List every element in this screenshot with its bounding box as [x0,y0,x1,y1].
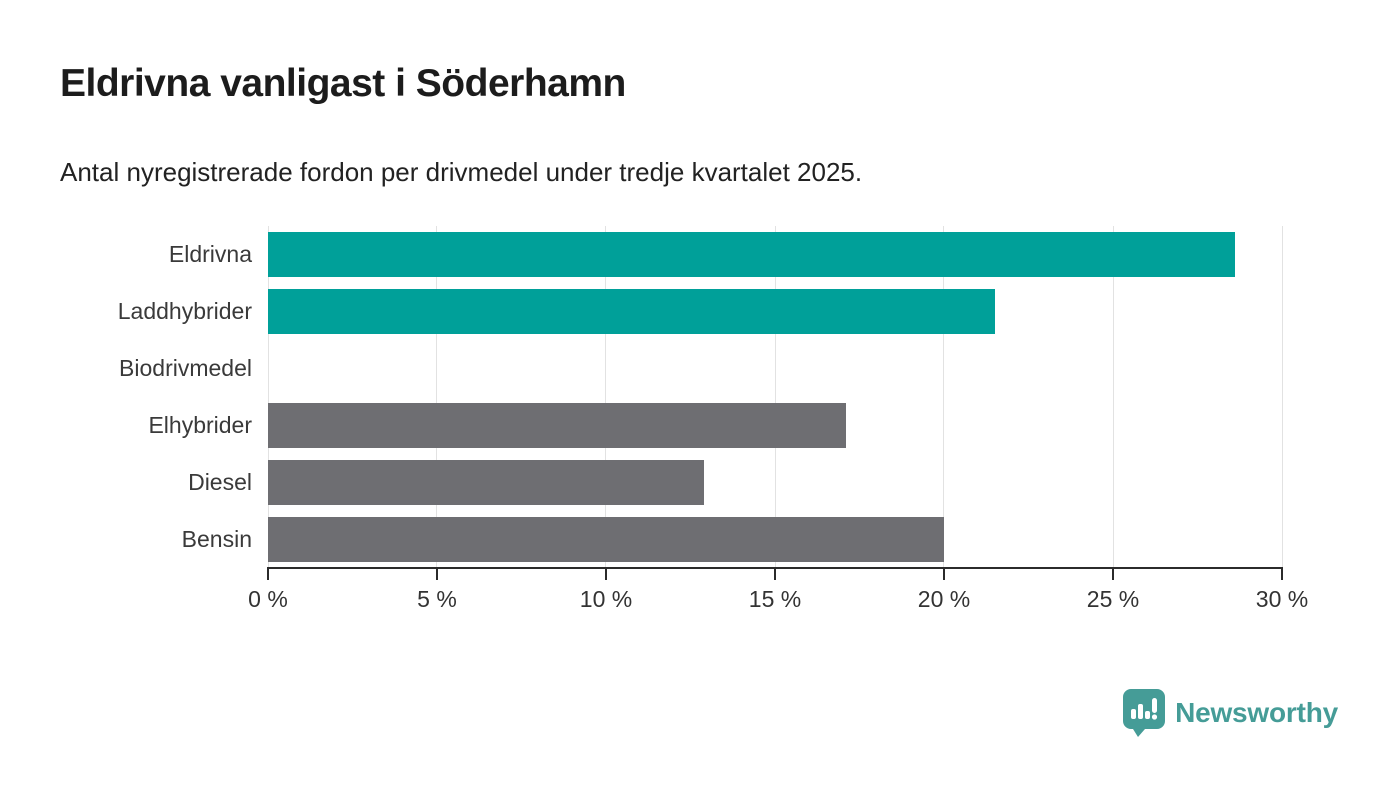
x-axis-tick-label-25: 25 % [1086,586,1140,612]
gridline-30 [1281,226,1283,568]
x-axis-tick-25 [1112,569,1114,580]
x-axis-line [267,567,1283,569]
category-label-laddhybrider: Laddhybrider [117,298,252,324]
bar-elhybrider [268,403,846,448]
newsworthy-logo: Newsworthy [1123,688,1338,738]
gridline-20 [943,226,945,568]
gridline-25 [1112,226,1114,568]
x-axis-tick-label-20: 20 % [917,586,971,612]
x-axis-tick-20 [943,569,945,580]
bar-diesel [268,460,705,505]
x-axis-tick-5 [436,569,438,580]
category-labels: Eldrivna Laddhybrider Biodrivmedel Elhybrid… [0,226,252,568]
plot-area [267,226,1283,568]
category-label-bensin: Bensin [181,526,252,552]
bar-row-diesel [268,454,1282,511]
category-label-biodrivmedel: Biodrivmedel [119,355,252,381]
bar-laddhybrider [268,289,995,334]
page-subtitle: Antal nyregistrerade fordon per drivmede… [60,157,863,187]
gridline-15 [774,226,776,568]
x-axis-tick-15 [774,569,776,580]
bar-bensin [268,517,944,562]
category-label-elhybrider: Elhybrider [148,412,252,438]
page-title: Eldrivna vanligast i Söderhamn [60,62,626,105]
bar-eldrivna [268,232,1235,277]
bar-row-bensin [268,511,1282,568]
bar-row-elhybrider [268,397,1282,454]
x-axis-tick-10 [605,569,607,580]
x-axis-tick-label-10: 10 % [579,586,633,612]
x-axis-tick-30 [1281,569,1283,580]
category-label-diesel: Diesel [188,469,252,495]
category-label-eldrivna: Eldrivna [168,241,252,267]
gridline-10 [605,226,607,568]
x-axis-tick-label-5: 5 % [417,586,457,612]
newsworthy-logo-text: Newsworthy [1175,697,1338,728]
x-axis-tick-label-30: 30 % [1255,586,1309,612]
gridline-0 [267,226,269,568]
bar-row-laddhybrider [268,283,1282,340]
x-axis-tick-0 [267,569,269,580]
x-axis-tick-label-15: 15 % [748,586,802,612]
gridline-5 [436,226,438,568]
x-axis-tick-label-0: 0 % [248,586,288,612]
newsworthy-logo-icon [1123,689,1166,737]
bar-row-eldrivna [268,226,1282,283]
bar-row-biodrivmedel [268,340,1282,397]
